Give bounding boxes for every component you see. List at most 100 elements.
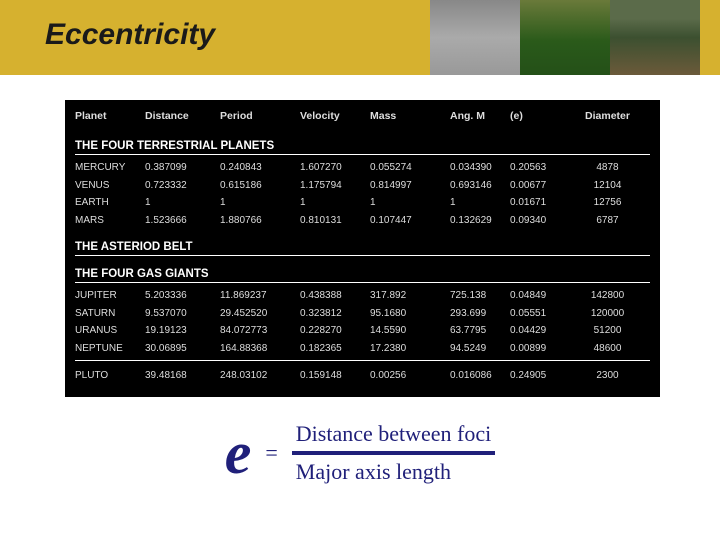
- table-cell: 0.034390: [450, 159, 510, 177]
- table-cell: 1: [450, 194, 510, 212]
- table-cell: 248.03102: [220, 367, 300, 385]
- table-cell: 12756: [575, 194, 640, 212]
- slide-content: Planet Distance Period Velocity Mass Ang…: [0, 75, 720, 488]
- col-header-planet: Planet: [75, 110, 145, 122]
- table-cell: 0.20563: [510, 159, 575, 177]
- table-cell: 0.159148: [300, 367, 370, 385]
- header-image-strip: [430, 0, 700, 75]
- table-row: PLUTO39.48168248.031020.1591480.002560.0…: [75, 367, 650, 385]
- formula-equals: =: [265, 440, 277, 466]
- table-cell: VENUS: [75, 177, 145, 195]
- table-cell: 0.107447: [370, 212, 450, 230]
- table-cell: 120000: [575, 305, 640, 323]
- slide-header: Eccentricity: [0, 0, 720, 75]
- table-cell: 0.09340: [510, 212, 575, 230]
- table-cell: 84.072773: [220, 322, 300, 340]
- col-header-velocity: Velocity: [300, 110, 370, 122]
- table-cell: 0.00899: [510, 340, 575, 358]
- table-cell: 1: [145, 194, 220, 212]
- table-row: URANUS19.1912384.0727730.22827014.559063…: [75, 322, 650, 340]
- table-cell: 0.05551: [510, 305, 575, 323]
- table-cell: 0.323812: [300, 305, 370, 323]
- table-cell: 11.869237: [220, 287, 300, 305]
- section-label: THE FOUR GAS GIANTS: [75, 268, 650, 283]
- table-cell: 63.7795: [450, 322, 510, 340]
- formula-lhs: e: [225, 419, 252, 488]
- table-cell: 0.615186: [220, 177, 300, 195]
- table-cell: 19.19123: [145, 322, 220, 340]
- table-cell: 48600: [575, 340, 640, 358]
- page-title: Eccentricity: [45, 18, 215, 52]
- table-row: NEPTUNE30.06895164.883680.18236517.23809…: [75, 340, 650, 358]
- table-cell: 14.5590: [370, 322, 450, 340]
- table-cell: 1: [370, 194, 450, 212]
- table-cell: 1.175794: [300, 177, 370, 195]
- table-body: THE FOUR TERRESTRIAL PLANETS MERCURY0.387…: [75, 140, 650, 385]
- table-cell: NEPTUNE: [75, 340, 145, 358]
- table-cell: MERCURY: [75, 159, 145, 177]
- table-cell: 1: [220, 194, 300, 212]
- table-row: VENUS0.7233320.6151861.1757940.8149970.6…: [75, 177, 650, 195]
- col-header-mass: Mass: [370, 110, 450, 122]
- table-row: JUPITER5.20333611.8692370.438388317.8927…: [75, 287, 650, 305]
- table-cell: 29.452520: [220, 305, 300, 323]
- table-cell: 12104: [575, 177, 640, 195]
- formula-fraction: Distance between foci Major axis length: [292, 419, 495, 487]
- table-cell: 725.138: [450, 287, 510, 305]
- table-cell: 0.04429: [510, 322, 575, 340]
- table-cell: 0.387099: [145, 159, 220, 177]
- table-cell: 0.693146: [450, 177, 510, 195]
- col-header-distance: Distance: [145, 110, 220, 122]
- table-cell: JUPITER: [75, 287, 145, 305]
- col-header-angm: Ang. M: [450, 110, 510, 122]
- table-cell: 164.88368: [220, 340, 300, 358]
- table-cell: 5.203336: [145, 287, 220, 305]
- section-label: THE ASTERIOD BELT: [75, 241, 650, 256]
- table-cell: 0.182365: [300, 340, 370, 358]
- table-cell: 9.537070: [145, 305, 220, 323]
- formula-denominator: Major axis length: [292, 457, 495, 487]
- table-cell: 17.2380: [370, 340, 450, 358]
- table-cell: MARS: [75, 212, 145, 230]
- table-cell: 0.814997: [370, 177, 450, 195]
- table-cell: 95.1680: [370, 305, 450, 323]
- header-image-1: [430, 0, 520, 75]
- table-cell: 0.00677: [510, 177, 575, 195]
- col-header-period: Period: [220, 110, 300, 122]
- table-cell: 1.607270: [300, 159, 370, 177]
- table-cell: EARTH: [75, 194, 145, 212]
- table-cell: PLUTO: [75, 367, 145, 385]
- table-cell: 6787: [575, 212, 640, 230]
- table-row: EARTH111110.0167112756: [75, 194, 650, 212]
- table-cell: 0.240843: [220, 159, 300, 177]
- col-header-diameter: Diameter: [575, 110, 640, 122]
- table-cell: 0.723332: [145, 177, 220, 195]
- table-cell: 2300: [575, 367, 640, 385]
- table-cell: 293.699: [450, 305, 510, 323]
- table-cell: 0.438388: [300, 287, 370, 305]
- table-cell: 30.06895: [145, 340, 220, 358]
- table-cell: 0.24905: [510, 367, 575, 385]
- table-cell: SATURN: [75, 305, 145, 323]
- section-rule: [75, 360, 650, 361]
- table-row: MERCURY0.3870990.2408431.6072700.0552740…: [75, 159, 650, 177]
- table-row: SATURN9.53707029.4525200.32381295.168029…: [75, 305, 650, 323]
- table-cell: 0.055274: [370, 159, 450, 177]
- eccentricity-formula: e = Distance between foci Major axis len…: [65, 419, 655, 488]
- table-cell: 94.5249: [450, 340, 510, 358]
- table-cell: 39.48168: [145, 367, 220, 385]
- table-cell: 0.810131: [300, 212, 370, 230]
- table-cell: 0.132629: [450, 212, 510, 230]
- table-cell: 0.016086: [450, 367, 510, 385]
- table-cell: URANUS: [75, 322, 145, 340]
- table-cell: 1: [300, 194, 370, 212]
- planet-data-table: Planet Distance Period Velocity Mass Ang…: [65, 100, 660, 397]
- table-row: MARS1.5236661.8807660.8101310.1074470.13…: [75, 212, 650, 230]
- table-cell: 51200: [575, 322, 640, 340]
- table-cell: 0.01671: [510, 194, 575, 212]
- section-label: THE FOUR TERRESTRIAL PLANETS: [75, 140, 650, 155]
- table-cell: 317.892: [370, 287, 450, 305]
- table-cell: 0.04849: [510, 287, 575, 305]
- formula-numerator: Distance between foci: [292, 419, 495, 449]
- table-cell: 142800: [575, 287, 640, 305]
